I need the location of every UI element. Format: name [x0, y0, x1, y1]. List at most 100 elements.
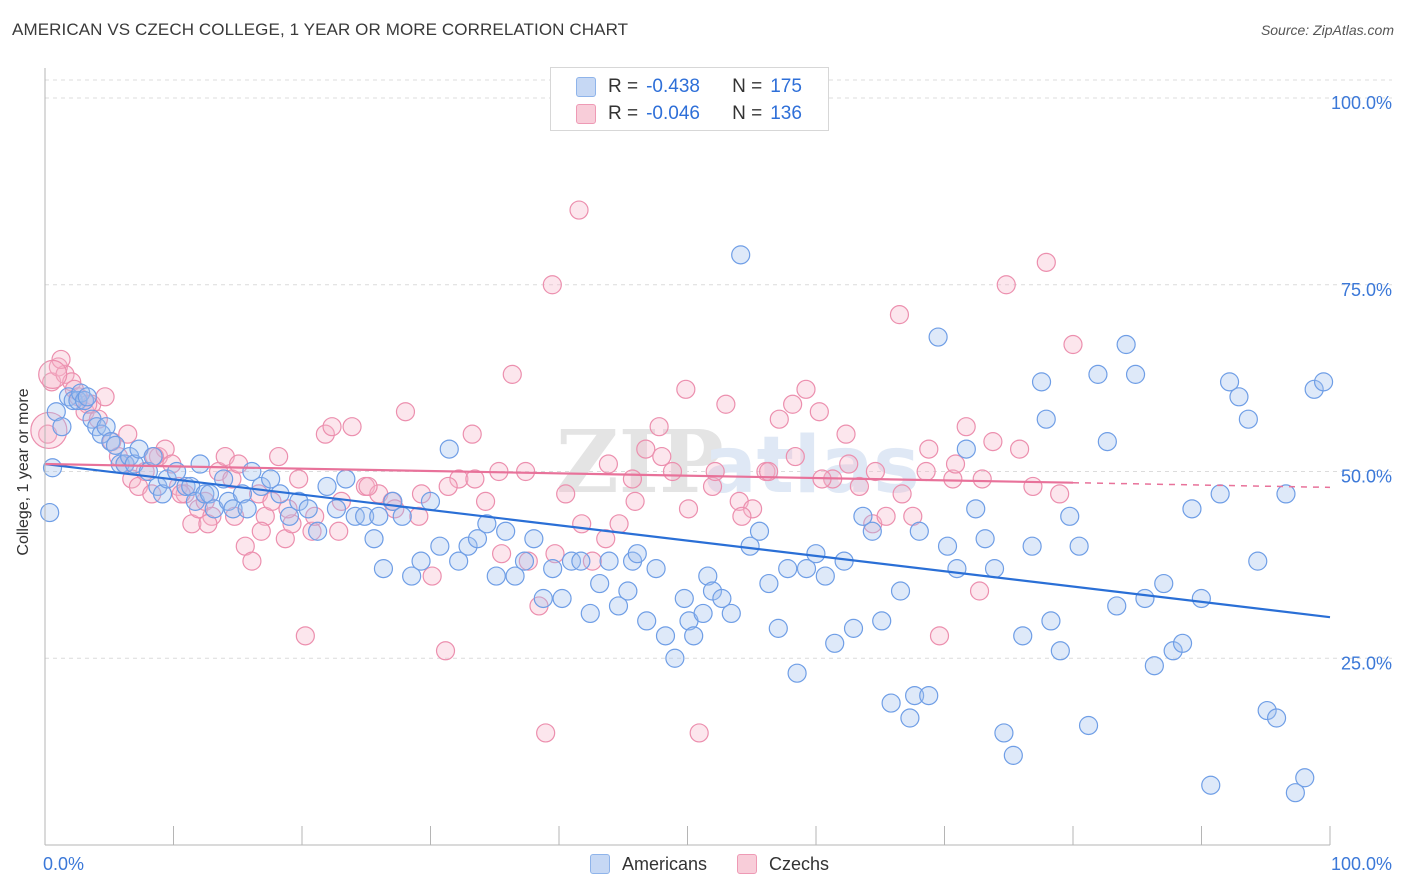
americans-point	[1201, 775, 1221, 795]
americans-point	[430, 536, 450, 556]
czechs-point	[929, 626, 950, 646]
czechs-point	[849, 476, 869, 497]
americans-point	[947, 559, 967, 579]
americans-point	[674, 588, 694, 609]
czechs-point	[969, 581, 990, 601]
americans-point	[1266, 708, 1287, 728]
n-value: 136	[770, 103, 802, 124]
americans-point	[336, 469, 356, 489]
americans-point	[261, 469, 281, 489]
czechs-point	[689, 723, 709, 743]
americans-point	[872, 611, 892, 631]
americans-point	[467, 529, 488, 549]
czechs-point	[662, 461, 683, 482]
americans-point	[42, 458, 63, 478]
czechs-point	[652, 446, 672, 467]
czechs-point	[865, 461, 886, 482]
americans-point	[143, 446, 163, 467]
czechs-point	[242, 551, 262, 571]
americans-point	[486, 566, 506, 586]
czechs-point	[809, 402, 829, 422]
czechs-point	[342, 417, 362, 437]
legend-label: Czechs	[769, 853, 830, 874]
americans-point	[956, 439, 976, 459]
americans-point	[787, 663, 807, 683]
czechs-point	[956, 417, 976, 437]
czechs-point	[1050, 484, 1070, 504]
czechs-point	[705, 461, 725, 482]
americans-point	[778, 559, 798, 579]
americans-point	[1144, 656, 1164, 676]
americans-point	[834, 551, 854, 571]
czechs-point	[269, 446, 289, 467]
czechs-point	[676, 379, 696, 399]
americans-point	[326, 499, 347, 519]
czechs-swatch	[576, 104, 596, 124]
americans-point	[1172, 633, 1193, 653]
americans-point	[806, 544, 826, 564]
czechs-point	[395, 402, 416, 422]
americans-point	[721, 603, 741, 624]
n-value: 175	[770, 76, 802, 97]
americans-point	[928, 327, 948, 347]
czechs-point	[545, 544, 565, 564]
czechs-point	[289, 469, 309, 489]
americans-point	[890, 581, 911, 601]
r-label: R =	[608, 76, 639, 97]
czechs-point	[916, 461, 936, 482]
americans-point	[698, 566, 718, 586]
czechs-point	[38, 359, 68, 389]
americans-point	[637, 611, 657, 631]
czechs-point	[996, 275, 1016, 295]
czechs-point	[51, 349, 71, 370]
americans-point	[684, 626, 704, 646]
americans-point	[590, 573, 610, 594]
americans-point	[533, 588, 553, 609]
legend-item-americans[interactable]: Americans	[590, 854, 707, 875]
americans-point	[599, 551, 619, 571]
americans-point	[1088, 364, 1108, 384]
americans-point	[1116, 334, 1136, 355]
y-tick-label: 50.0%	[1341, 467, 1392, 487]
americans-point	[627, 544, 647, 564]
n-label: N =	[732, 103, 763, 124]
americans-point	[420, 491, 441, 511]
czechs-point	[262, 491, 282, 511]
czechs-point	[409, 506, 429, 526]
czechs-point	[438, 476, 458, 497]
chart-title: AMERICAN VS CZECH COLLEGE, 1 YEAR OR MOR…	[12, 20, 629, 39]
americans-point	[1276, 484, 1296, 504]
czechs-point	[876, 506, 896, 526]
y-tick-label: 75.0%	[1341, 280, 1392, 300]
czechs-point	[251, 521, 271, 541]
americans-point	[364, 529, 384, 549]
czechs-point	[502, 364, 522, 384]
americans-point	[1036, 409, 1056, 429]
czechs-point	[48, 357, 68, 377]
legend-item-czechs[interactable]: Czechs	[737, 854, 829, 875]
americans-point	[580, 603, 600, 624]
legend-row-americans: R = -0.438 N = 175	[576, 75, 802, 99]
americans-point	[1078, 715, 1099, 736]
czechs-points	[30, 200, 1083, 743]
americans-swatch	[590, 854, 610, 874]
x-tick-label: 100.0%	[1331, 854, 1392, 874]
americans-point	[355, 506, 375, 526]
americans-point	[1182, 499, 1202, 519]
americans-point	[46, 402, 66, 422]
czechs-point	[556, 484, 576, 504]
americans-trend-line	[44, 462, 1331, 619]
americans-point	[74, 390, 95, 411]
czechs-point	[278, 499, 298, 519]
czechs-point	[769, 409, 789, 429]
czechs-point	[358, 476, 378, 497]
americans-point	[843, 618, 864, 638]
czechs-point	[295, 626, 315, 646]
americans-point	[298, 499, 318, 519]
americans-point	[270, 484, 290, 504]
americans-point	[105, 435, 126, 455]
americans-point	[524, 529, 544, 549]
czechs-point	[569, 200, 589, 220]
americans-point	[712, 588, 732, 609]
czechs-point	[315, 424, 335, 444]
